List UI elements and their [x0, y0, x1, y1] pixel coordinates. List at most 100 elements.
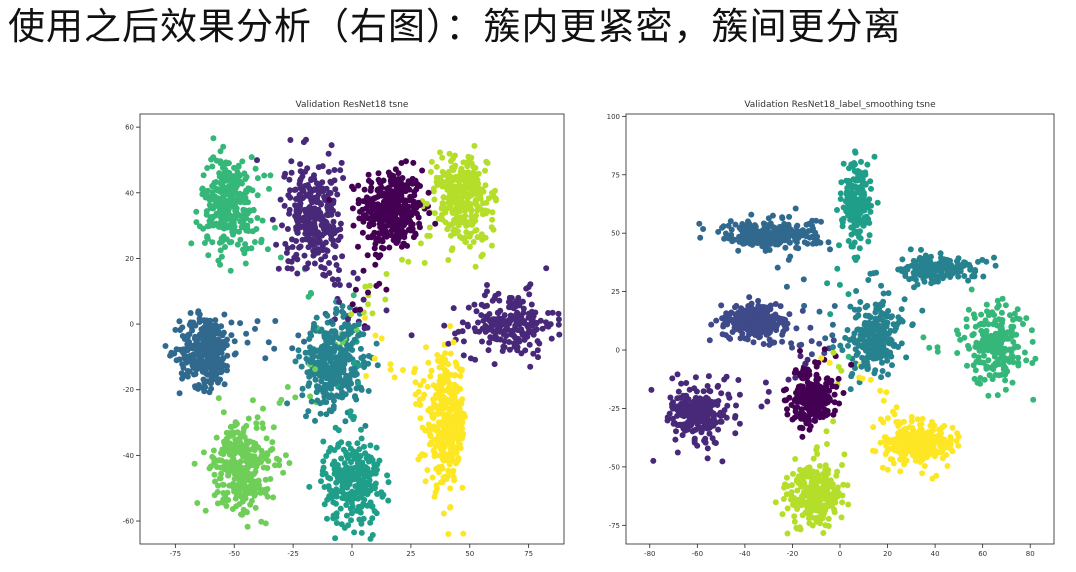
scatter-point	[237, 463, 244, 470]
scatter-point	[675, 388, 682, 395]
scatter-point	[229, 213, 236, 220]
scatter-point	[321, 361, 328, 368]
scatter-point	[971, 315, 978, 321]
scatter-point	[333, 510, 340, 517]
scatter-point	[543, 265, 550, 272]
scatter-point	[311, 260, 318, 267]
scatter-point	[872, 301, 879, 308]
scatter-point	[772, 499, 779, 506]
scatter-point	[270, 424, 277, 431]
scatter-point	[369, 515, 376, 522]
scatter-point	[333, 306, 340, 312]
scatter-point	[679, 432, 686, 439]
scatter-point	[350, 222, 357, 229]
y-tick-label: -60	[123, 518, 134, 526]
scatter-point	[300, 139, 307, 146]
scatter-point	[227, 267, 234, 274]
scatter-point	[372, 194, 379, 201]
scatter-point	[301, 338, 307, 345]
scatter-point	[782, 244, 789, 251]
scatter-point	[302, 349, 309, 356]
scatter-point	[347, 408, 354, 415]
scatter-point	[357, 345, 364, 352]
scatter-point	[202, 369, 209, 376]
scatter-point	[434, 352, 441, 358]
scatter-point	[384, 472, 391, 479]
scatter-point	[307, 289, 314, 296]
scatter-point	[335, 276, 341, 283]
scatter-point	[824, 280, 831, 287]
scatter-point	[487, 334, 494, 341]
scatter-point	[370, 221, 377, 228]
scatter-point	[302, 168, 309, 175]
scatter-point	[388, 232, 395, 239]
scatter-point	[963, 323, 970, 330]
scatter-point	[310, 247, 317, 254]
scatter-point	[230, 173, 237, 180]
scatter-point	[458, 400, 465, 407]
y-tick-label: -40	[123, 452, 134, 460]
scatter-point	[455, 197, 462, 203]
scatter-point	[284, 384, 291, 390]
scatter-point	[415, 199, 422, 206]
scatter-point	[213, 220, 220, 227]
scatter-point	[395, 235, 402, 242]
scatter-point	[320, 438, 327, 445]
scatter-point	[428, 367, 435, 374]
scatter-point	[403, 158, 409, 165]
scatter-point	[518, 314, 525, 321]
scatter-point	[433, 163, 440, 170]
scatter-point	[330, 346, 337, 353]
scatter-point	[490, 322, 497, 329]
scatter-point	[446, 150, 453, 157]
scatter-point	[847, 303, 854, 310]
scatter-point	[376, 280, 383, 287]
scatter-point	[443, 181, 450, 188]
scatter-point	[814, 444, 820, 451]
scatter-point	[285, 258, 292, 265]
scatter-point	[243, 422, 250, 429]
scatter-point	[332, 424, 339, 431]
scatter-point	[445, 531, 452, 537]
scatter-point	[387, 361, 394, 368]
scatter-point	[223, 160, 230, 167]
scatter-point	[447, 201, 454, 208]
scatter-point	[237, 236, 244, 243]
scatter-point	[372, 261, 379, 268]
scatter-point	[218, 369, 224, 376]
scatter-point	[1023, 357, 1030, 364]
scatter-point	[294, 229, 301, 236]
scatter-point	[229, 506, 236, 512]
scatter-point	[436, 364, 443, 371]
scatter-point	[459, 484, 466, 491]
scatter-point	[215, 186, 221, 193]
scatter-point	[354, 275, 361, 282]
scatter-point	[354, 440, 361, 447]
scatter-point	[218, 470, 225, 477]
scatter-point	[433, 179, 440, 185]
scatter-point	[177, 327, 184, 333]
scatter-point	[852, 148, 858, 155]
scatter-point	[723, 414, 730, 421]
scatter-point	[215, 482, 221, 489]
scatter-point	[914, 281, 921, 288]
scatter-point	[434, 357, 441, 364]
scatter-point	[456, 182, 463, 188]
scatter-point	[794, 222, 801, 229]
scatter-point	[430, 188, 437, 195]
scatter-point	[327, 366, 334, 373]
scatter-point	[254, 175, 261, 182]
scatter-point	[738, 305, 745, 312]
y-tick-label: 0	[130, 321, 134, 329]
scatter-point	[348, 510, 355, 517]
scatter-point	[209, 350, 216, 357]
scatter-point	[335, 477, 341, 484]
scatter-point	[217, 148, 224, 155]
scatter-point	[525, 284, 532, 291]
scatter-point	[667, 394, 674, 401]
scatter-point	[190, 319, 197, 326]
scatter-point	[209, 183, 216, 190]
scatter-point	[350, 449, 357, 456]
scatter-point	[841, 451, 848, 458]
scatter-point	[201, 362, 208, 368]
